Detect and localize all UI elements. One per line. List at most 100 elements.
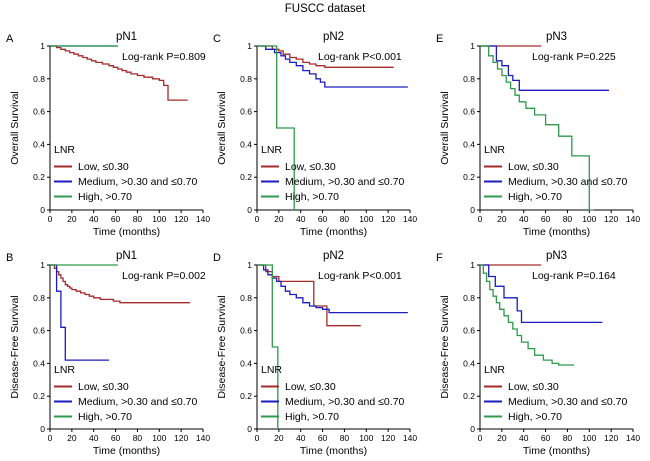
x-tick-label: 140 xyxy=(626,433,640,443)
legend-label-medium: Medium, >0.30 and ≤0.70 xyxy=(285,396,404,408)
log-rank-annotation: Log-rank P<0.001 xyxy=(318,51,402,63)
x-tick-label: 80 xyxy=(340,433,350,443)
x-tick-label: 60 xyxy=(541,433,551,443)
x-axis-label: Time (months) xyxy=(93,226,160,238)
panel-letter: C xyxy=(213,33,221,45)
series-line-medium xyxy=(480,45,609,91)
x-axis-label: Time (months) xyxy=(300,226,367,238)
y-tick-label: 1 xyxy=(470,41,475,51)
series-line-high xyxy=(257,264,279,429)
panel-letter: B xyxy=(6,252,13,264)
y-tick-label: 0 xyxy=(40,205,45,215)
y-tick-label: 0.6 xyxy=(463,326,475,336)
y-tick-label: 0.8 xyxy=(463,74,475,84)
y-tick-label: 0.6 xyxy=(463,107,475,117)
legend-label-low: Low, ≤0.30 xyxy=(508,381,559,393)
y-tick-label: 0.2 xyxy=(240,172,252,182)
x-tick-label: 60 xyxy=(541,214,551,224)
series-line-medium xyxy=(50,264,109,361)
x-tick-label: 80 xyxy=(340,214,350,224)
x-tick-label: 20 xyxy=(497,433,507,443)
series-line-low xyxy=(50,45,188,101)
y-tick-label: 0.4 xyxy=(33,358,45,368)
x-tick-label: 100 xyxy=(152,433,166,443)
legend-label-medium: Medium, >0.30 and ≤0.70 xyxy=(508,176,627,188)
y-axis-label: Disease-Free Survival xyxy=(216,295,228,398)
x-tick-label: 80 xyxy=(133,214,143,224)
x-tick-label: 100 xyxy=(582,433,596,443)
y-axis-label: Disease-Free Survival xyxy=(439,295,451,398)
legend-title: LNR xyxy=(54,364,75,376)
legend-title: LNR xyxy=(261,144,282,156)
x-tick-label: 120 xyxy=(604,214,618,224)
series-line-medium xyxy=(257,264,408,314)
x-axis-label: Time (months) xyxy=(523,226,590,238)
y-tick-label: 0.4 xyxy=(240,358,252,368)
x-tick-label: 100 xyxy=(359,214,373,224)
y-tick-label: 0.8 xyxy=(33,293,45,303)
y-tick-label: 0.8 xyxy=(240,74,252,84)
x-tick-label: 20 xyxy=(67,433,77,443)
y-axis-label: Overall Survival xyxy=(9,91,21,165)
x-tick-label: 20 xyxy=(274,214,284,224)
y-axis-label: Overall Survival xyxy=(439,91,451,165)
x-tick-label: 60 xyxy=(318,433,328,443)
series-line-low xyxy=(257,264,361,327)
series-line-medium xyxy=(480,264,603,324)
y-tick-label: 1 xyxy=(40,260,45,270)
legend-label-medium: Medium, >0.30 and ≤0.70 xyxy=(285,176,404,188)
series-line-low xyxy=(257,45,394,68)
y-tick-label: 0.4 xyxy=(463,139,475,149)
x-tick-label: 20 xyxy=(274,433,284,443)
x-tick-label: 140 xyxy=(626,214,640,224)
series-line-high xyxy=(480,264,574,366)
x-axis-label: Time (months) xyxy=(93,445,160,457)
x-tick-label: 60 xyxy=(318,214,328,224)
legend-title: LNR xyxy=(54,144,75,156)
panel-title: pN3 xyxy=(546,250,567,262)
log-rank-annotation: Log-rank P=0.164 xyxy=(532,270,616,282)
y-tick-label: 0 xyxy=(470,424,475,434)
x-tick-label: 100 xyxy=(359,433,373,443)
legend-label-high: High, >0.70 xyxy=(78,411,132,423)
y-tick-label: 1 xyxy=(247,260,252,270)
y-axis-label: Disease-Free Survival xyxy=(9,295,21,398)
y-tick-label: 0.6 xyxy=(33,326,45,336)
legend-label-low: Low, ≤0.30 xyxy=(285,161,336,173)
y-tick-label: 0.4 xyxy=(463,358,475,368)
x-tick-label: 40 xyxy=(519,433,529,443)
legend-title: LNR xyxy=(261,364,282,376)
panel-title: pN1 xyxy=(116,250,137,262)
legend-label-low: Low, ≤0.30 xyxy=(78,381,129,393)
log-rank-annotation: Log-rank P=0.002 xyxy=(122,270,206,282)
legend-label-high: High, >0.70 xyxy=(285,411,339,423)
legend-title: LNR xyxy=(484,144,505,156)
y-tick-label: 1 xyxy=(247,41,252,51)
y-tick-label: 0.2 xyxy=(463,391,475,401)
y-tick-label: 0.2 xyxy=(463,172,475,182)
x-tick-label: 60 xyxy=(111,433,121,443)
y-axis-label: Overall Survival xyxy=(216,91,228,165)
x-tick-label: 40 xyxy=(296,433,306,443)
x-tick-label: 20 xyxy=(497,214,507,224)
x-tick-label: 120 xyxy=(381,214,395,224)
panel-title: pN1 xyxy=(116,31,137,43)
legend-label-high: High, >0.70 xyxy=(78,191,132,203)
x-tick-label: 40 xyxy=(89,433,99,443)
panel-title: pN3 xyxy=(546,31,567,43)
y-tick-label: 0.6 xyxy=(240,326,252,336)
y-tick-label: 0 xyxy=(247,424,252,434)
x-tick-label: 0 xyxy=(478,433,483,443)
y-tick-label: 0 xyxy=(247,205,252,215)
log-rank-annotation: Log-rank P<0.001 xyxy=(318,270,402,282)
panel-letter: A xyxy=(6,33,14,45)
x-tick-label: 0 xyxy=(48,433,53,443)
legend-label-high: High, >0.70 xyxy=(508,411,562,423)
x-tick-label: 40 xyxy=(296,214,306,224)
x-tick-label: 100 xyxy=(152,214,166,224)
x-tick-label: 140 xyxy=(196,214,210,224)
